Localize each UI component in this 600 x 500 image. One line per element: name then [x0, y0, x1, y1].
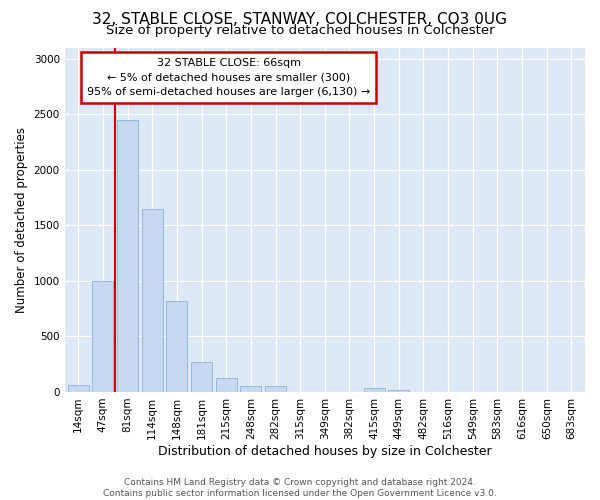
Bar: [191, 362, 212, 392]
Bar: [388, 390, 409, 392]
Bar: [92, 281, 113, 392]
Text: Size of property relative to detached houses in Colchester: Size of property relative to detached ho…: [106, 24, 494, 37]
Bar: [142, 208, 163, 392]
Bar: [364, 388, 385, 392]
Bar: [166, 301, 187, 392]
Text: 32, STABLE CLOSE, STANWAY, COLCHESTER, CO3 0UG: 32, STABLE CLOSE, STANWAY, COLCHESTER, C…: [92, 12, 508, 28]
Text: Contains HM Land Registry data © Crown copyright and database right 2024.
Contai: Contains HM Land Registry data © Crown c…: [103, 478, 497, 498]
Bar: [216, 378, 236, 392]
Bar: [265, 386, 286, 392]
Y-axis label: Number of detached properties: Number of detached properties: [15, 126, 28, 312]
Bar: [241, 386, 262, 392]
Bar: [68, 386, 89, 392]
Bar: [117, 120, 138, 392]
X-axis label: Distribution of detached houses by size in Colchester: Distribution of detached houses by size …: [158, 444, 491, 458]
Text: 32 STABLE CLOSE: 66sqm
← 5% of detached houses are smaller (300)
95% of semi-det: 32 STABLE CLOSE: 66sqm ← 5% of detached …: [87, 58, 370, 98]
